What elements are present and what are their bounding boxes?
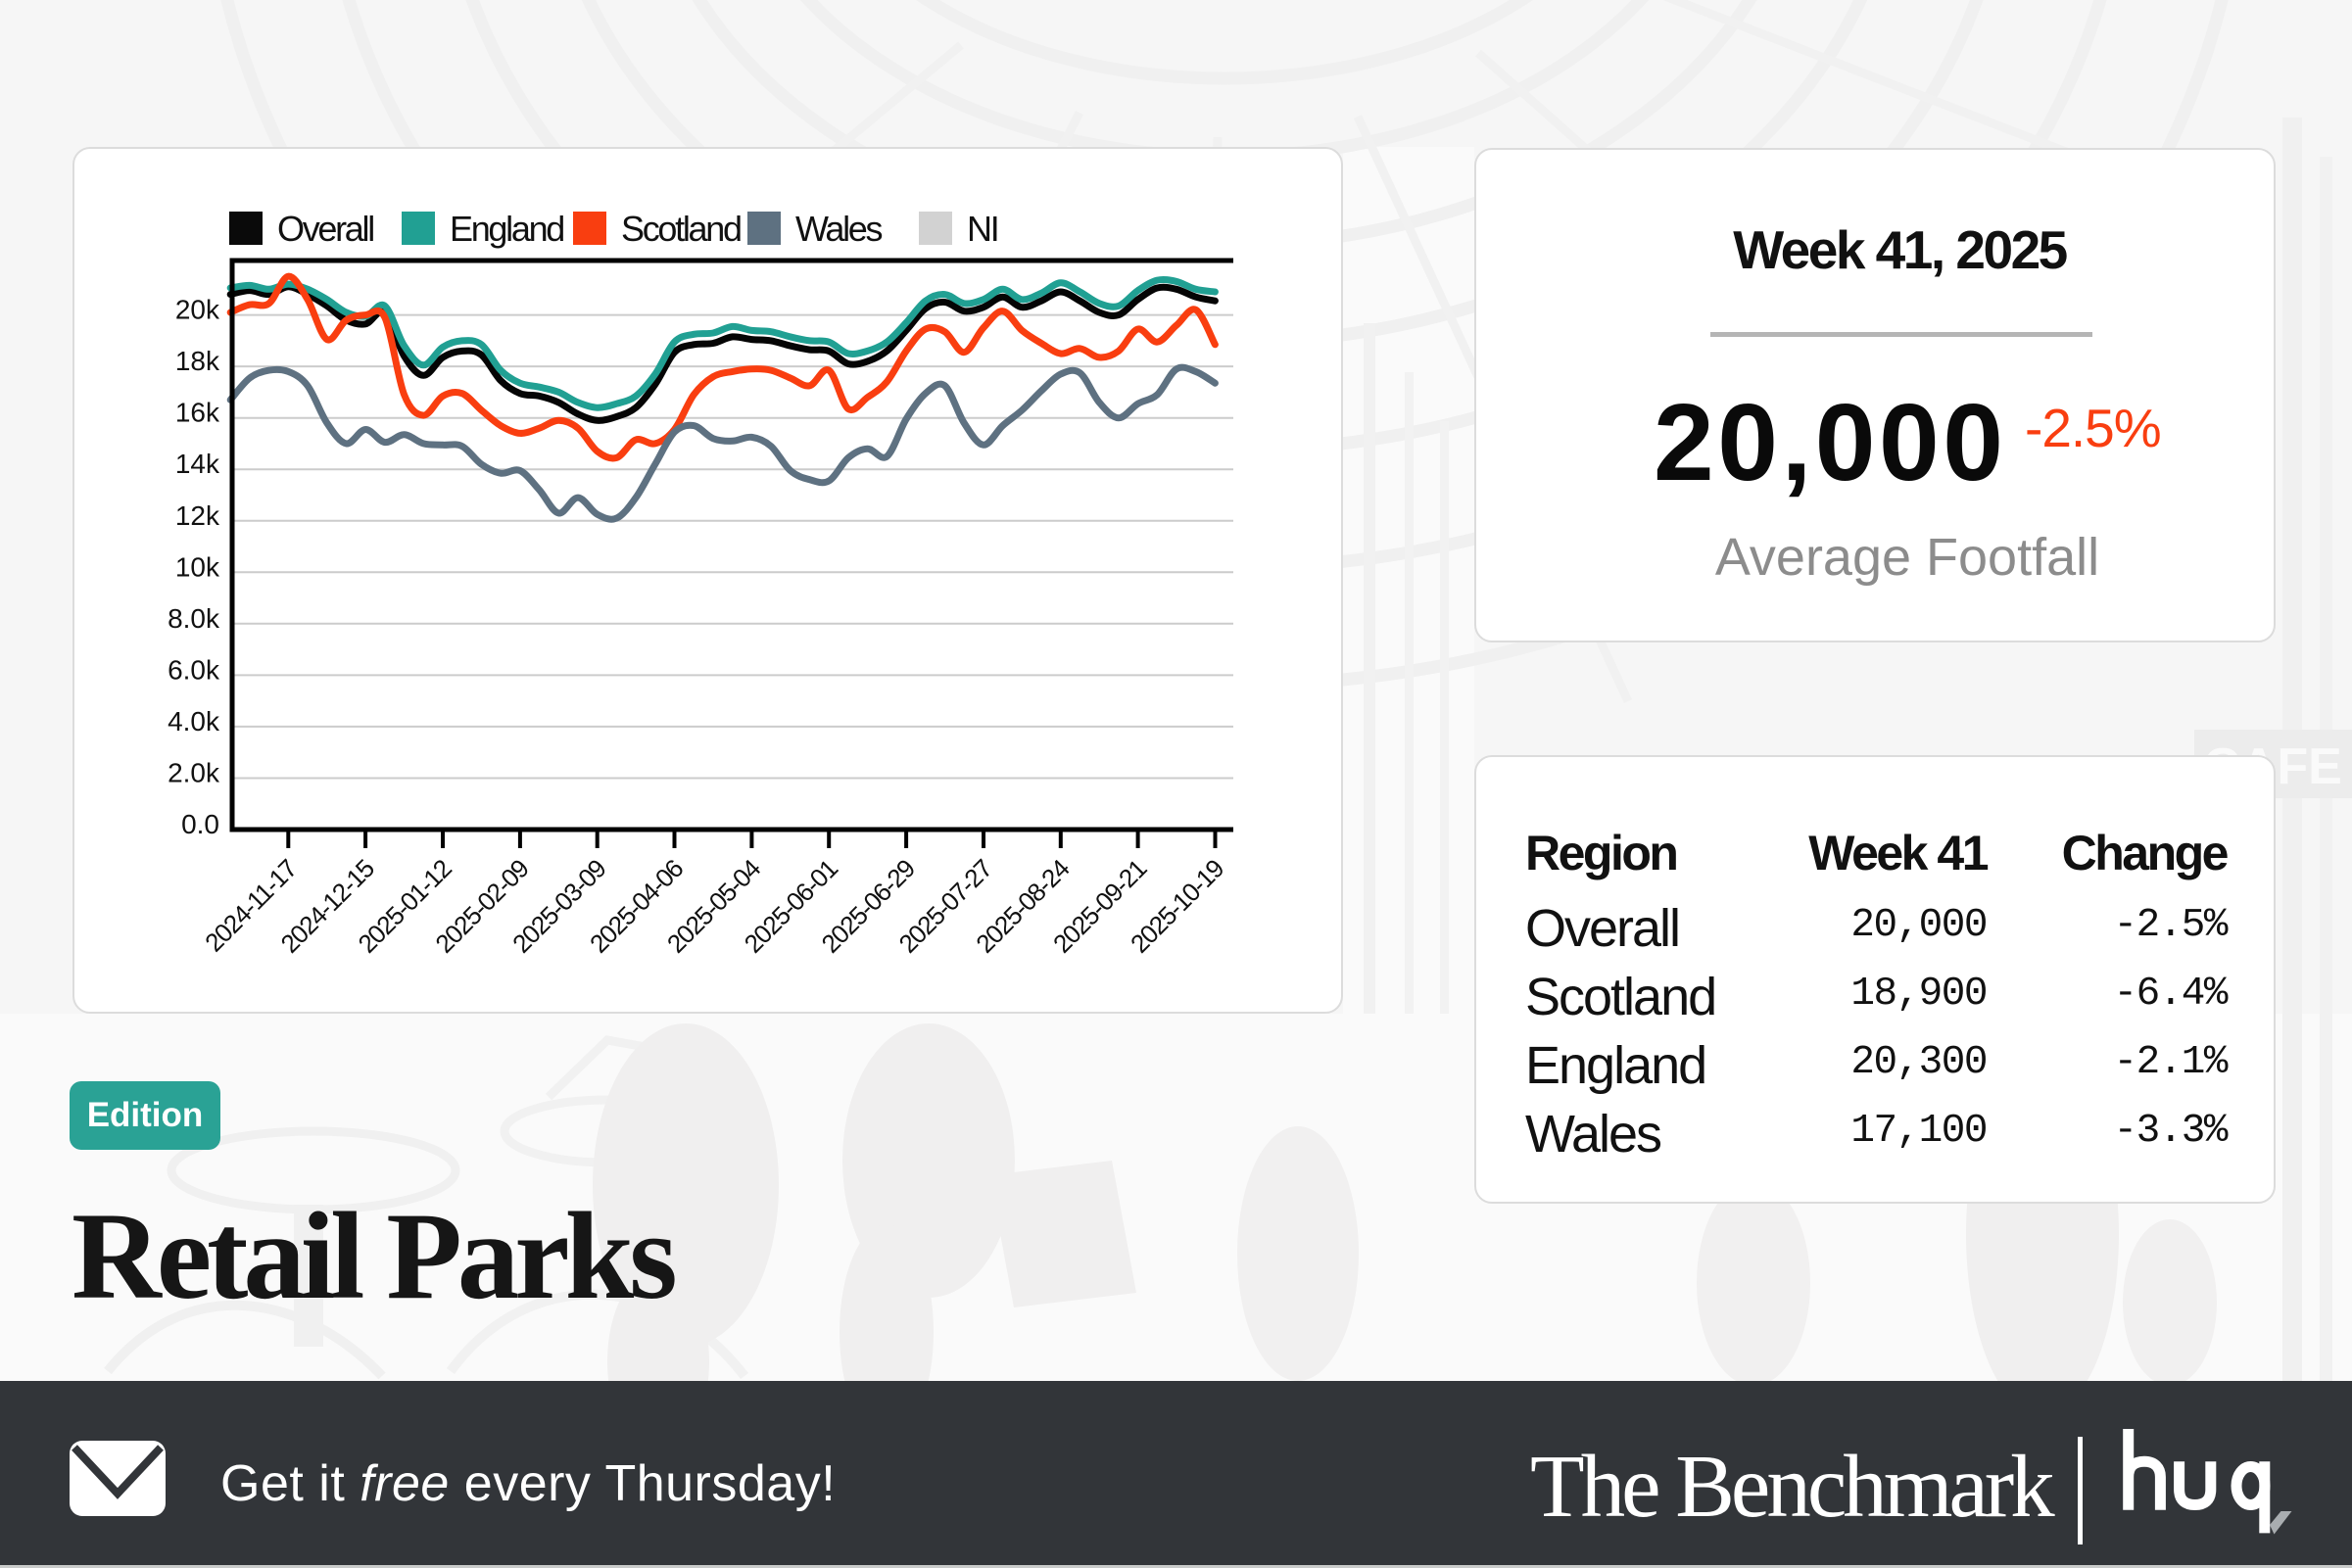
svg-text:4.0k: 4.0k (168, 706, 220, 736)
svg-text:14k: 14k (175, 449, 220, 479)
svg-text:England: England (450, 209, 563, 249)
svg-text:20k: 20k (175, 295, 220, 325)
svg-text:0.0: 0.0 (181, 809, 219, 839)
svg-text:12k: 12k (175, 500, 220, 531)
svg-text:Wales: Wales (795, 209, 882, 249)
svg-text:2.0k: 2.0k (168, 758, 220, 788)
svg-text:6.0k: 6.0k (168, 654, 220, 685)
svg-text:NI: NI (967, 209, 997, 249)
svg-text:8.0k: 8.0k (168, 603, 220, 634)
svg-text:Scotland: Scotland (621, 209, 741, 249)
svg-text:18k: 18k (175, 346, 220, 376)
svg-text:16k: 16k (175, 398, 220, 428)
svg-text:Overall: Overall (277, 209, 373, 249)
svg-text:10k: 10k (175, 551, 220, 582)
